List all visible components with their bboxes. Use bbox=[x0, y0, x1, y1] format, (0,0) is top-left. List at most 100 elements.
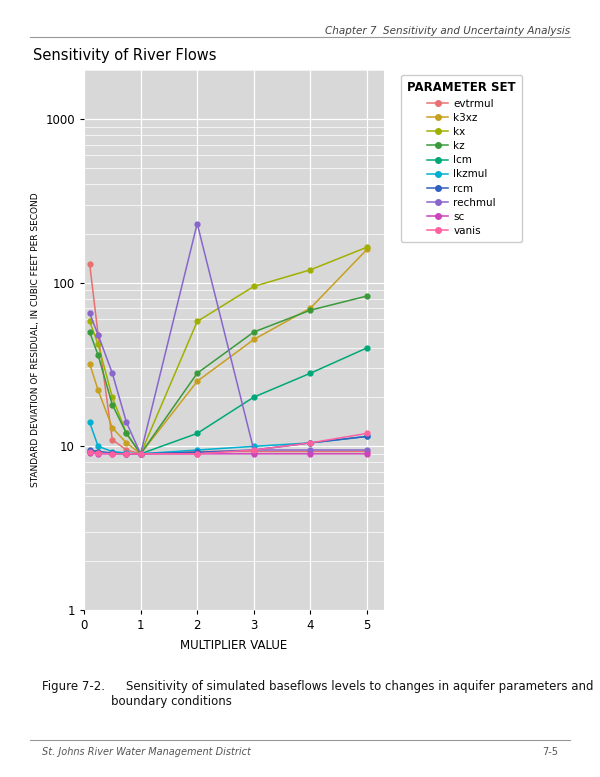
lkzmul bbox=[364, 432, 371, 441]
sc bbox=[137, 449, 144, 458]
rechmul bbox=[86, 308, 93, 318]
evtrmul bbox=[307, 447, 314, 456]
rcm bbox=[307, 438, 314, 448]
Text: St. Johns River Water Management District: St. Johns River Water Management Distric… bbox=[42, 747, 251, 758]
kx bbox=[250, 282, 257, 291]
lkzmul bbox=[109, 447, 116, 456]
rcm bbox=[137, 449, 144, 458]
kx bbox=[194, 317, 201, 326]
evtrmul bbox=[123, 445, 130, 455]
k3xz bbox=[109, 423, 116, 432]
lcm bbox=[194, 429, 201, 438]
vanis bbox=[364, 429, 371, 438]
sc bbox=[307, 449, 314, 458]
X-axis label: MULTIPLIER VALUE: MULTIPLIER VALUE bbox=[181, 639, 287, 652]
rechmul bbox=[194, 219, 201, 228]
Line: sc: sc bbox=[87, 451, 370, 456]
Text: Figure 7-2.: Figure 7-2. bbox=[42, 680, 105, 693]
rcm bbox=[123, 449, 130, 458]
sc bbox=[86, 448, 93, 458]
vanis bbox=[95, 448, 102, 458]
kz bbox=[86, 327, 93, 336]
lcm bbox=[109, 448, 116, 458]
Line: lkzmul: lkzmul bbox=[87, 420, 370, 456]
rcm bbox=[95, 447, 102, 456]
k3xz bbox=[137, 449, 144, 458]
rcm bbox=[364, 432, 371, 441]
kz bbox=[109, 400, 116, 409]
Text: Chapter 7  Sensitivity and Uncertainty Analysis: Chapter 7 Sensitivity and Uncertainty An… bbox=[325, 26, 570, 36]
evtrmul bbox=[95, 330, 102, 340]
Text: Sensitivity of River Flows: Sensitivity of River Flows bbox=[33, 48, 217, 63]
kx bbox=[95, 340, 102, 349]
lcm bbox=[364, 343, 371, 353]
rcm bbox=[86, 445, 93, 455]
kz bbox=[307, 305, 314, 315]
vanis bbox=[109, 449, 116, 458]
evtrmul bbox=[86, 260, 93, 269]
rechmul bbox=[109, 368, 116, 378]
kz bbox=[123, 429, 130, 438]
k3xz bbox=[95, 385, 102, 395]
Line: evtrmul: evtrmul bbox=[87, 262, 370, 456]
lcm bbox=[95, 448, 102, 457]
lkzmul bbox=[137, 449, 144, 458]
lkzmul bbox=[123, 448, 130, 458]
rechmul bbox=[364, 445, 371, 455]
sc bbox=[194, 449, 201, 458]
kx bbox=[364, 242, 371, 252]
k3xz bbox=[364, 245, 371, 254]
rechmul bbox=[307, 445, 314, 455]
rechmul bbox=[123, 418, 130, 427]
vanis bbox=[194, 449, 201, 458]
sc bbox=[123, 449, 130, 458]
kz bbox=[95, 350, 102, 360]
k3xz bbox=[194, 377, 201, 386]
rechmul bbox=[250, 445, 257, 455]
kz bbox=[194, 368, 201, 378]
vanis bbox=[86, 448, 93, 457]
sc bbox=[250, 449, 257, 458]
Y-axis label: STANDARD DEVIATION OF RESIDUAL, IN CUBIC FEET PER SECOND: STANDARD DEVIATION OF RESIDUAL, IN CUBIC… bbox=[31, 193, 40, 487]
evtrmul bbox=[137, 449, 144, 458]
lkzmul bbox=[307, 438, 314, 448]
k3xz bbox=[307, 304, 314, 313]
Line: rcm: rcm bbox=[87, 434, 370, 456]
lcm bbox=[123, 449, 130, 458]
sc bbox=[109, 449, 116, 458]
vanis bbox=[250, 445, 257, 455]
lkzmul bbox=[250, 441, 257, 451]
rcm bbox=[250, 445, 257, 455]
kx bbox=[307, 265, 314, 274]
lcm bbox=[86, 447, 93, 456]
kx bbox=[137, 449, 144, 458]
Legend: evtrmul, k3xz, kx, kz, lcm, lkzmul, rcm, rechmul, sc, vanis: evtrmul, k3xz, kx, kz, lcm, lkzmul, rcm,… bbox=[401, 75, 523, 242]
Text: 7-5: 7-5 bbox=[542, 747, 558, 758]
lkzmul bbox=[95, 441, 102, 451]
lcm bbox=[137, 449, 144, 458]
vanis bbox=[123, 449, 130, 458]
kz bbox=[250, 327, 257, 336]
kz bbox=[137, 449, 144, 458]
evtrmul bbox=[250, 447, 257, 456]
Line: rechmul: rechmul bbox=[87, 221, 370, 456]
Text: Sensitivity of simulated baseflows levels to changes in aquifer parameters and
b: Sensitivity of simulated baseflows level… bbox=[111, 680, 593, 708]
lcm bbox=[307, 368, 314, 378]
rechmul bbox=[137, 449, 144, 458]
rcm bbox=[194, 448, 201, 457]
lcm bbox=[250, 392, 257, 402]
Line: lcm: lcm bbox=[87, 346, 370, 456]
evtrmul bbox=[109, 435, 116, 444]
kx bbox=[86, 317, 93, 326]
kx bbox=[109, 392, 116, 402]
Line: kx: kx bbox=[87, 245, 370, 456]
sc bbox=[364, 449, 371, 458]
kx bbox=[123, 429, 130, 438]
kz bbox=[364, 291, 371, 301]
evtrmul bbox=[194, 447, 201, 456]
rcm bbox=[109, 448, 116, 458]
Line: kz: kz bbox=[87, 294, 370, 456]
lkzmul bbox=[194, 445, 201, 455]
k3xz bbox=[123, 438, 130, 448]
k3xz bbox=[86, 359, 93, 368]
